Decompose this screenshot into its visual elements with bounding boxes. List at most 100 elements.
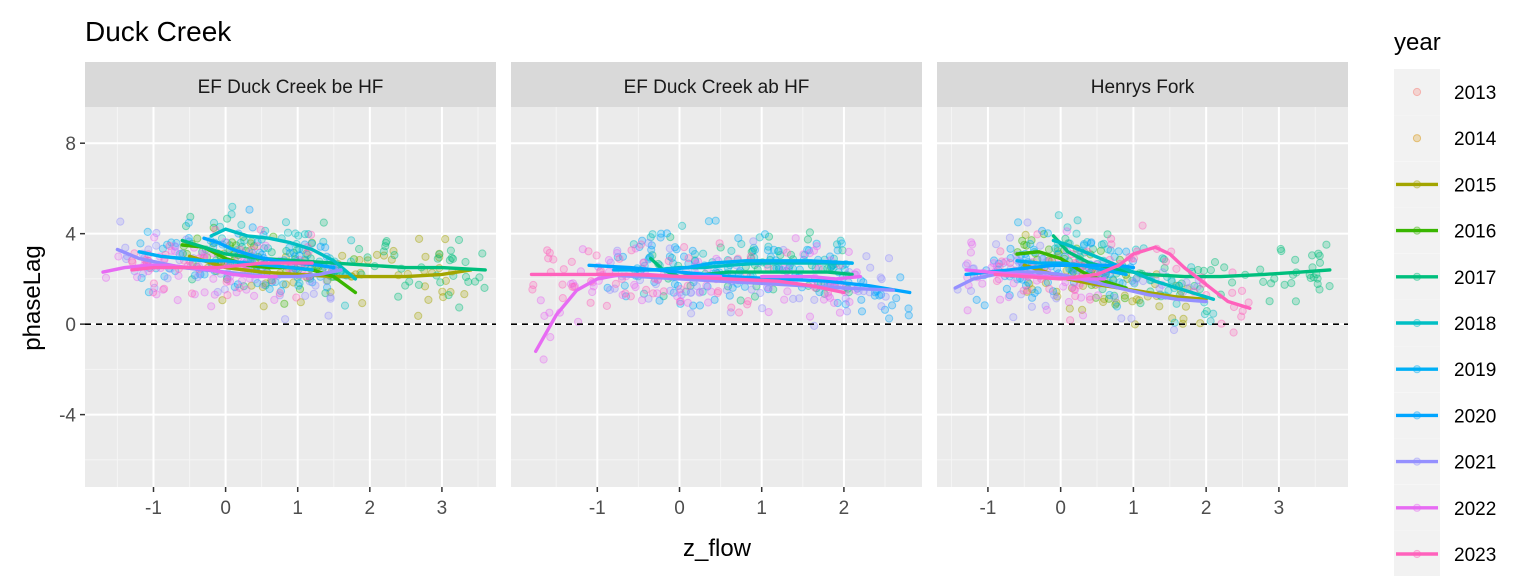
data-point — [588, 287, 597, 297]
data-point — [655, 296, 664, 305]
data-point — [171, 242, 180, 251]
data-point — [664, 257, 673, 266]
data-point — [805, 312, 815, 321]
data-point — [845, 297, 854, 307]
data-point — [271, 277, 280, 287]
facet-strip-label: EF Duck Creek ab HF — [624, 77, 810, 98]
data-point — [870, 291, 879, 300]
data-point — [301, 291, 310, 300]
data-point — [1087, 238, 1096, 247]
data-point — [1206, 317, 1215, 326]
data-point — [1194, 265, 1203, 275]
data-point — [223, 214, 232, 223]
data-point — [307, 238, 317, 247]
data-point — [728, 283, 737, 292]
data-point — [122, 254, 131, 264]
data-point — [586, 298, 595, 307]
data-point — [805, 228, 815, 237]
scatter-points — [101, 202, 489, 324]
legend-label: 2015 — [1454, 175, 1496, 196]
data-point — [1325, 282, 1334, 291]
data-point — [454, 235, 464, 245]
data-point — [1177, 279, 1186, 288]
data-point — [1172, 299, 1181, 308]
data-point — [1196, 319, 1205, 328]
data-point — [167, 246, 176, 255]
data-point — [844, 247, 853, 256]
legend-point-swatch — [1412, 503, 1422, 512]
legend-key — [1394, 115, 1440, 162]
data-point — [438, 287, 447, 296]
data-point — [1291, 297, 1301, 306]
legend-point-swatch — [1412, 549, 1422, 559]
data-point — [152, 228, 161, 238]
data-point — [1009, 279, 1018, 288]
data-point — [248, 223, 257, 232]
data-point — [980, 301, 989, 310]
data-point — [283, 228, 293, 237]
data-point — [237, 220, 246, 229]
data-point — [841, 300, 850, 309]
data-point — [1244, 298, 1253, 307]
data-point — [165, 241, 174, 251]
data-point — [884, 254, 894, 263]
data-point — [1043, 229, 1053, 238]
data-point — [737, 239, 746, 249]
data-point — [1199, 266, 1208, 275]
data-point — [824, 291, 833, 301]
data-point — [1111, 293, 1120, 303]
data-point — [390, 251, 399, 260]
data-point — [1155, 284, 1164, 293]
data-point — [1190, 281, 1199, 291]
data-point — [904, 304, 913, 313]
data-point — [1044, 245, 1054, 254]
data-point — [672, 245, 681, 254]
data-point — [1170, 318, 1179, 327]
data-point — [699, 249, 708, 258]
data-point — [381, 238, 390, 247]
data-point — [683, 298, 693, 307]
data-point — [1028, 285, 1037, 294]
data-point — [321, 243, 330, 252]
facet-panels: EF Duck Creek be HF -1 0 1 2 3 EF Duck Creek a… — [59, 62, 1348, 519]
data-point — [415, 234, 424, 243]
data-point — [270, 295, 279, 304]
data-point — [1169, 325, 1179, 335]
data-point — [1114, 247, 1123, 256]
data-point — [296, 298, 305, 307]
data-point — [1070, 285, 1080, 295]
data-point — [1182, 278, 1191, 287]
data-point — [1099, 239, 1108, 248]
data-point — [783, 287, 792, 296]
data-point — [1160, 264, 1169, 273]
data-point — [1206, 266, 1216, 275]
data-point — [726, 308, 735, 317]
data-point — [637, 296, 647, 305]
data-point — [441, 276, 450, 285]
data-point — [1079, 241, 1089, 250]
data-point — [193, 273, 202, 282]
data-point — [803, 235, 813, 244]
smooth-line-2021 — [953, 270, 1208, 304]
data-point — [424, 295, 433, 304]
data-point — [1021, 230, 1030, 239]
data-point — [651, 280, 661, 289]
data-point — [152, 241, 161, 250]
data-point — [394, 292, 403, 301]
data-point — [639, 258, 648, 267]
data-point — [209, 274, 218, 283]
data-point — [101, 273, 111, 282]
data-point — [1053, 292, 1062, 301]
legend-point-swatch — [1412, 365, 1422, 374]
data-point — [803, 245, 812, 254]
legend-point-swatch — [1412, 318, 1422, 328]
data-point — [862, 252, 871, 261]
data-point — [713, 288, 722, 298]
data-point — [804, 246, 814, 255]
legend-label: 2018 — [1454, 314, 1496, 335]
data-point — [323, 283, 332, 292]
data-point — [275, 291, 284, 300]
data-point — [347, 236, 356, 245]
data-point — [1287, 279, 1296, 288]
y-tick-label: 0 — [65, 315, 76, 336]
